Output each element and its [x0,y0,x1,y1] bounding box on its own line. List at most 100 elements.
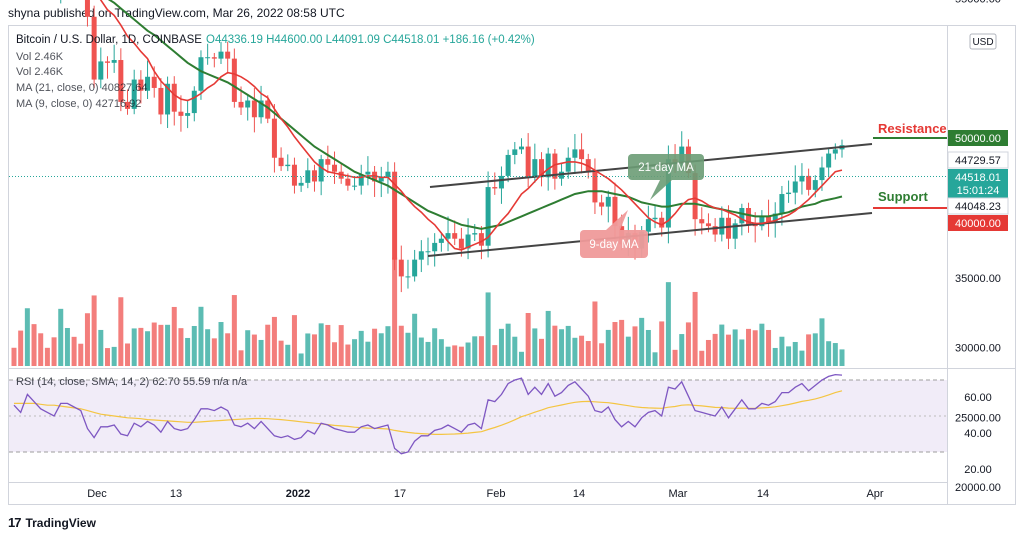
candle-body [478,233,484,246]
candle-body [412,259,418,277]
volume-bar [64,327,70,366]
currency-badge-box[interactable] [969,33,997,50]
candle-body [265,100,271,119]
candle-body [545,153,551,178]
volume-bar [452,345,458,366]
candle-body [418,251,424,260]
currency-badge[interactable]: USD [972,37,993,48]
tradingview-brand[interactable]: 17 TradingView [8,515,96,530]
volume-bar [358,330,364,366]
candle-body [712,226,718,235]
candle-body [385,171,391,178]
volume-bar [51,337,57,366]
volume-bar [325,324,331,366]
candle-body [438,238,444,243]
candle-body [605,196,611,207]
candle-body [612,196,618,227]
candle-body [311,170,317,182]
candle-body [118,60,124,102]
volume-bar [552,325,558,366]
volume-bar [118,297,124,366]
volume-bar [231,295,237,366]
volume-bar [632,326,638,366]
candle-body [131,79,137,109]
volume-bar [786,346,792,366]
candle-body [746,208,752,225]
candle-body [525,146,531,178]
volume-bar [612,322,618,366]
volume-bar [732,329,738,366]
volume-bar [799,350,805,366]
ma21-callout-pointer [650,180,672,200]
candle-body [325,159,331,165]
volume-bar [298,353,304,366]
volume-bar [338,325,344,366]
price-tick-20000: 20000.00 [955,482,1001,494]
volume-bar [679,334,685,366]
rsi-tick-20: 20.00 [964,464,992,476]
volume-bar [405,332,411,366]
volume-bar [739,339,745,366]
candle-body [318,159,324,182]
volume-bar [639,317,645,366]
price-pane[interactable] [9,26,947,368]
price-axis[interactable]: 65000.0060000.0055000.0035000.0030000.00… [955,0,1001,494]
candle-body [305,170,311,183]
candle-body [104,61,110,63]
volume-bar [365,341,371,366]
volume-bar [251,334,257,366]
volume-bar [752,330,758,366]
volume-bar [465,342,471,366]
candle-body [518,146,524,150]
candle-body [705,223,711,227]
candle-body [465,234,471,249]
candle-body [291,164,297,186]
volume-bar [158,324,164,366]
candle-body [665,159,671,228]
volume-bar [378,333,384,366]
volume-bar [492,345,498,366]
volume-bar [545,310,551,366]
candle-body [138,79,144,91]
candle-body [171,83,177,112]
volume-bar [432,328,438,366]
candle-body [532,159,538,178]
high-price-tag [947,151,1009,169]
volume-bar [245,330,251,366]
rsi-sma-line [14,390,843,435]
volume-bar [692,291,698,366]
volume-bar [705,339,711,366]
candle-body [225,51,231,59]
volume-bar [772,347,778,366]
volume-bars [11,257,845,366]
price-tick-25000: 25000.00 [955,412,1001,424]
volume-bar [458,346,464,366]
volume-bar [265,324,271,366]
rsi-tick-40: 40.00 [964,428,992,440]
volume-bar [832,343,838,366]
candle-body [245,100,251,108]
volume-bar [271,316,277,366]
volume-bar [285,344,291,366]
candle-body [539,159,545,178]
channel-lower-line [427,212,873,257]
candle-body [211,57,217,59]
volume-bar [746,328,752,366]
candle-body [452,233,458,239]
volume-bar [779,336,785,366]
legend-vol: Vol 2.46K [16,51,64,63]
candle-body [819,167,825,181]
time-label-14: 14 [573,488,585,500]
volume-bar [559,329,565,366]
candle-body [725,217,731,239]
candle-body [218,51,224,59]
volume-bar [31,324,37,366]
legend-ma9: MA (9, close, 0) 42716.92 [16,98,141,110]
volume-bar [579,335,585,366]
rsi-line [13,373,843,455]
volume-bar [71,336,77,366]
volume-bar [806,334,812,366]
candle-body [158,87,164,115]
current-price-text: 44518.01 [955,172,1001,184]
